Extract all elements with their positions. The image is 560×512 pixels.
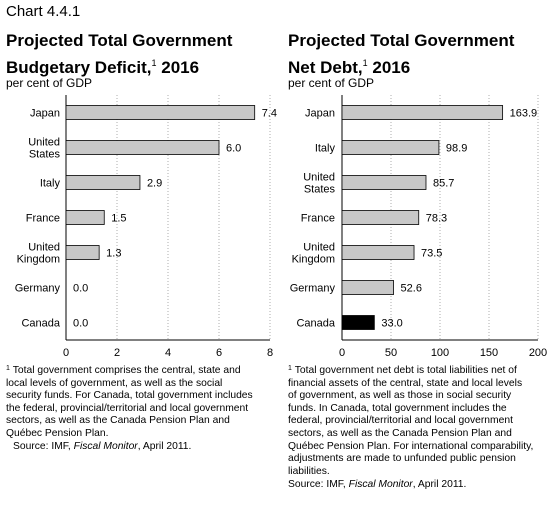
left-category-label: Canada: [21, 318, 60, 330]
left-footnote-line: security funds. For Canada, total govern…: [6, 390, 253, 402]
right-title-footnote-mark: 1: [362, 58, 368, 68]
right-x-tick-label: 200: [529, 347, 547, 359]
right-footnote-line: Québec Pension Plan. For international c…: [288, 440, 534, 452]
right-unit-label: per cent of GDP: [288, 76, 375, 90]
right-footnote-line: liabilities.: [288, 465, 330, 477]
left-data-label: 1.5: [111, 213, 126, 225]
left-category-label: United: [28, 137, 60, 149]
right-data-label: 73.5: [421, 248, 442, 260]
right-bar: [341, 175, 427, 190]
left-category-label: Kingdom: [17, 254, 60, 266]
right-footnote-line: financial assets of the central, state a…: [288, 377, 523, 389]
left-x-tick-label: 8: [267, 347, 273, 359]
right-x-tick-label: 150: [480, 347, 498, 359]
left-footnote-line: the federal, provincial/territorial and …: [6, 402, 249, 414]
right-footnote-mark: 1: [288, 365, 292, 372]
right-category-label: Germany: [290, 283, 336, 295]
left-data-label: 0.0: [73, 318, 88, 330]
left-data-label: 1.3: [106, 248, 121, 260]
right-source: Source: IMF, Fiscal Monitor, April 2011.: [288, 479, 467, 490]
right-category-label: United: [303, 172, 335, 184]
right-data-label: 52.6: [401, 283, 422, 295]
left-unit-label: per cent of GDP: [6, 76, 93, 90]
right-footnote-line: funds. In Canada, total government inclu…: [288, 402, 507, 414]
left-x-tick-label: 4: [165, 347, 171, 359]
right-bar: [341, 140, 440, 155]
left-chart-title: Projected Total Government Budgetary Def…: [6, 30, 232, 79]
left-data-label: 6.0: [226, 143, 241, 155]
left-x-tick-label: 0: [63, 347, 69, 359]
chart-label: Chart 4.4.1: [6, 3, 81, 20]
left-footnote-line: sectors, as well as the Canada Pension P…: [6, 415, 230, 427]
left-category-label: Germany: [15, 283, 61, 295]
right-title-line-2: Net Debt,1 2016: [288, 58, 411, 77]
left-category-label: States: [29, 149, 61, 161]
left-title-line-2: Budgetary Deficit,1 2016: [6, 58, 200, 77]
left-footnote-line: local levels of government, as well as t…: [6, 377, 223, 389]
right-footnote-text: Total government net debt is total liabi…: [288, 365, 558, 478]
right-category-label: Canada: [296, 318, 335, 330]
right-x-tick-label: 0: [339, 347, 345, 359]
left-title-footnote-mark: 1: [151, 58, 157, 68]
right-data-label: 98.9: [446, 143, 467, 155]
left-bar: [65, 105, 256, 120]
left-x-tick-label: 2: [114, 347, 120, 359]
right-category-label: States: [304, 184, 336, 196]
right-category-label: France: [301, 213, 335, 225]
left-footnote-line: Québec Pension Plan.: [6, 427, 109, 439]
left-footnote: 1 Total government comprises the central…: [6, 363, 276, 441]
right-footnote: 1 Total government net debt is total lia…: [288, 363, 558, 478]
left-x-tick-label: 6: [216, 347, 222, 359]
right-title-line-1: Projected Total Government: [288, 31, 515, 50]
left-category-label: Japan: [30, 108, 60, 120]
right-category-label: Kingdom: [292, 254, 335, 266]
right-x-tick-label: 50: [385, 347, 397, 359]
left-bar: [65, 140, 220, 155]
right-chart-title: Projected Total Government Net Debt,1 20…: [288, 30, 514, 79]
right-data-label: 163.9: [510, 108, 538, 120]
right-data-label: 85.7: [433, 178, 454, 190]
left-data-label: 2.9: [147, 178, 162, 190]
left-category-label: Italy: [40, 178, 61, 190]
left-data-label: 7.4: [262, 108, 277, 120]
left-footnote-line: Total government comprises the central, …: [12, 365, 241, 376]
left-footnote-mark: 1: [6, 365, 10, 372]
left-category-label: France: [26, 213, 60, 225]
right-data-label: 78.3: [426, 213, 447, 225]
left-source: Source: IMF, Fiscal Monitor, April 2011.: [13, 441, 192, 452]
right-bar: [341, 315, 375, 330]
left-bar: [65, 175, 141, 190]
right-bar: [341, 210, 420, 225]
right-footnote-line: federal, provincial/territorial and loca…: [288, 415, 513, 427]
left-bar: [65, 210, 105, 225]
right-category-label: Italy: [315, 143, 336, 155]
left-category-label: United: [28, 242, 60, 254]
left-footnote-text: Total government comprises the central, …: [6, 365, 276, 441]
right-footnote-line: Total government net debt is total liabi…: [294, 365, 517, 376]
right-category-label: Japan: [305, 108, 335, 120]
right-bar: [341, 280, 394, 295]
left-bar: [65, 245, 100, 260]
right-bar: [341, 245, 415, 260]
right-footnote-line: of government, as well as those in socia…: [288, 390, 512, 402]
right-x-tick-label: 100: [431, 347, 449, 359]
right-footnote-line: adjustments are made to unfunded public …: [288, 453, 516, 465]
left-title-line-1: Projected Total Government: [6, 31, 233, 50]
right-category-label: United: [303, 242, 335, 254]
left-data-label: 0.0: [73, 283, 88, 295]
right-bar: [341, 105, 504, 120]
right-footnote-line: sectors, as well as the Canada Pension P…: [288, 427, 512, 439]
right-data-label: 33.0: [381, 318, 402, 330]
